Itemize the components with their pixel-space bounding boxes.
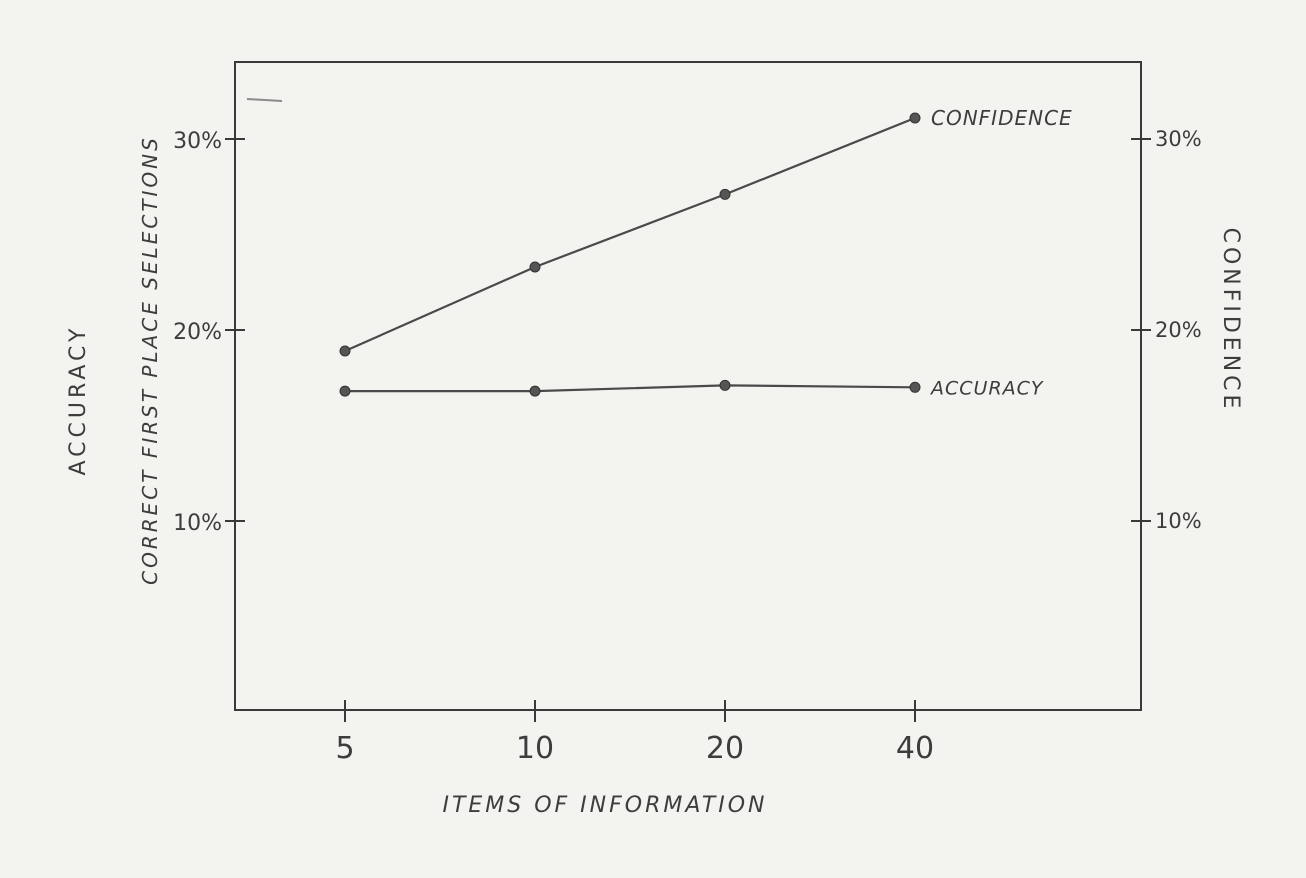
- data-point-accuracy: [719, 379, 731, 391]
- series-line-confidence: [344, 116, 916, 353]
- y-axis-title-right: CONFIDENCE: [1218, 228, 1243, 413]
- data-point-confidence: [719, 188, 731, 200]
- data-point-accuracy: [909, 381, 921, 393]
- plot-frame: [234, 61, 1142, 711]
- data-point-confidence: [909, 112, 921, 124]
- data-point-accuracy: [339, 385, 351, 397]
- y-left-tick-label: 20%: [173, 320, 222, 345]
- y-right-tick-label: 10%: [1155, 509, 1202, 533]
- y-left-tick-label: 10%: [173, 511, 222, 536]
- y-left-tick-label: 30%: [173, 129, 222, 154]
- y-axis-title-left-outer: ACCURACY: [66, 325, 91, 476]
- pencil-mark: [246, 98, 283, 102]
- x-tick-label: 10: [516, 731, 554, 766]
- series-points-confidence: [339, 112, 921, 357]
- y-right-tick-label: 20%: [1155, 318, 1202, 342]
- x-tick-label: 40: [896, 731, 934, 766]
- data-point-confidence: [529, 261, 541, 273]
- x-tick-label: 20: [706, 731, 744, 766]
- data-point-confidence: [339, 345, 351, 357]
- data-point-accuracy: [529, 385, 541, 397]
- series-line-accuracy: [345, 384, 916, 393]
- y-right-tick-label: 30%: [1155, 127, 1202, 151]
- x-tick-label: 5: [335, 731, 354, 766]
- x-axis-title: ITEMS OF INFORMATION: [442, 793, 767, 818]
- series-label-confidence: CONFIDENCE: [931, 106, 1073, 130]
- series-points-accuracy: [339, 379, 921, 397]
- series-label-accuracy: ACCURACY: [929, 377, 1044, 399]
- y-axis-title-left-inner: CORRECT FIRST PLACE SELECTIONS: [138, 135, 162, 585]
